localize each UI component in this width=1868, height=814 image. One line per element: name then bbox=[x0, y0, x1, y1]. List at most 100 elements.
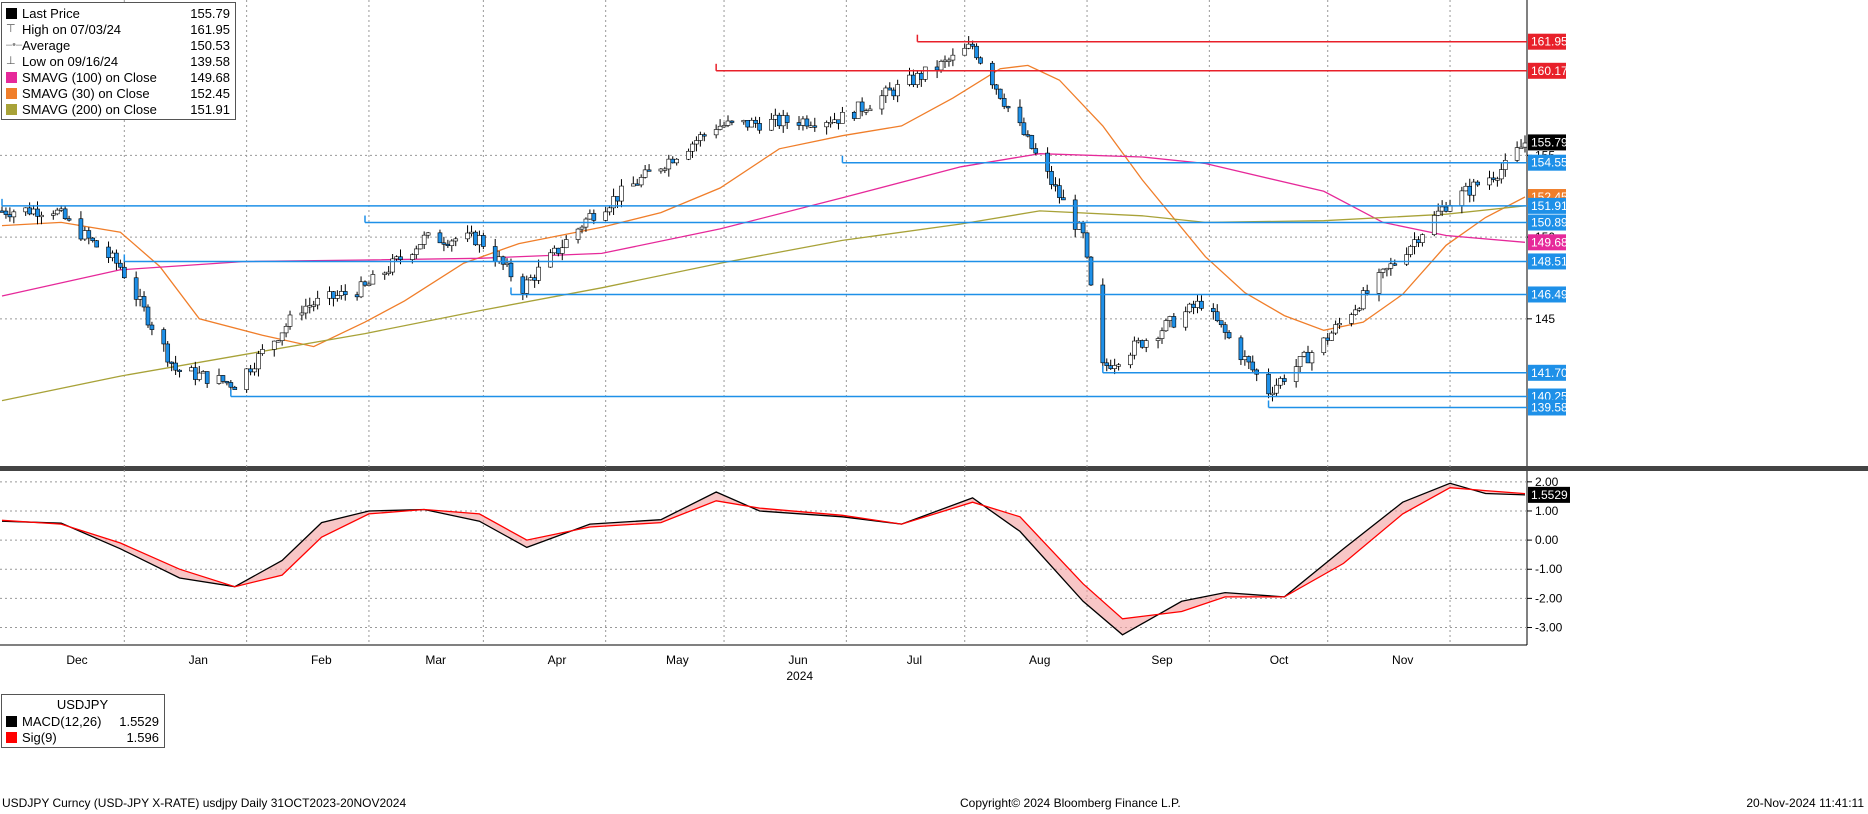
candle-body bbox=[425, 232, 431, 236]
price-tag-label: 141.70 bbox=[1531, 366, 1568, 380]
gridlines bbox=[0, 0, 1868, 646]
candle-body bbox=[721, 125, 727, 128]
candle-body bbox=[615, 196, 620, 202]
legend-value: 149.68 bbox=[190, 69, 230, 85]
candle-body bbox=[946, 59, 952, 62]
price-tag-label: 139.58 bbox=[1531, 400, 1568, 414]
candle-body bbox=[658, 168, 664, 172]
candle-body bbox=[1171, 316, 1177, 328]
candle-body bbox=[1100, 284, 1106, 364]
candle-body bbox=[993, 84, 999, 90]
candle-body bbox=[110, 252, 115, 259]
candle-body bbox=[832, 119, 837, 123]
candle-body bbox=[1364, 290, 1370, 294]
legend-value: 152.45 bbox=[190, 85, 230, 101]
candle-body bbox=[11, 211, 17, 218]
month-tick-label: Jul bbox=[907, 653, 922, 667]
candle-body bbox=[630, 183, 636, 187]
candle-body bbox=[1416, 239, 1421, 243]
macd-tick-label: -2.00 bbox=[1535, 591, 1563, 605]
candle-body bbox=[713, 129, 719, 136]
candle-body bbox=[339, 291, 344, 296]
candle-body bbox=[141, 296, 147, 308]
signal-swatch bbox=[6, 731, 17, 743]
price-tag-label: 146.49 bbox=[1531, 287, 1568, 301]
candle-body bbox=[611, 196, 616, 209]
candle-body bbox=[997, 88, 1003, 99]
candle-body bbox=[1333, 324, 1338, 334]
candle-body bbox=[587, 213, 593, 220]
candle-body bbox=[1404, 254, 1409, 265]
candle-body bbox=[1143, 340, 1149, 348]
legend-name: Average bbox=[22, 37, 71, 53]
candle-body bbox=[745, 120, 751, 128]
candle-body bbox=[1033, 148, 1039, 154]
candle-body bbox=[1278, 378, 1283, 386]
candle-body bbox=[828, 122, 833, 125]
candle-body bbox=[1502, 160, 1508, 170]
candle-body bbox=[145, 306, 151, 326]
candle-body bbox=[437, 232, 443, 244]
signal-legend-name: Sig(9) bbox=[22, 729, 57, 745]
candle-body bbox=[769, 119, 774, 131]
candle-body bbox=[974, 45, 979, 59]
candle-body bbox=[879, 95, 885, 110]
legend-swatch bbox=[6, 71, 17, 83]
macd-panel: 2.00 1.00 0.00 -1.00 -2.00 -3.00 1.5529 bbox=[0, 475, 1570, 636]
macd-line bbox=[1, 487, 1526, 620]
candle-body bbox=[966, 43, 971, 49]
candle-body bbox=[887, 87, 893, 91]
candle-body bbox=[1029, 135, 1035, 149]
candle-body bbox=[78, 218, 84, 240]
price-tag bbox=[1528, 197, 1566, 214]
candle-body bbox=[1183, 311, 1188, 328]
candle-body bbox=[256, 353, 261, 370]
candle-body bbox=[23, 207, 28, 213]
candle-body bbox=[686, 150, 691, 160]
candle-body bbox=[421, 234, 427, 245]
candle-body bbox=[749, 119, 754, 128]
candle-body bbox=[1210, 308, 1216, 313]
legend-name: High on 07/03/24 bbox=[22, 21, 122, 37]
macd-tick-label: -3.00 bbox=[1535, 621, 1563, 635]
candle-body bbox=[1108, 365, 1114, 369]
candle-body bbox=[1514, 147, 1520, 161]
candle-body bbox=[607, 207, 612, 213]
candle-body bbox=[1499, 169, 1504, 180]
candle-body bbox=[1195, 300, 1200, 308]
candle-body bbox=[773, 114, 778, 120]
price-tag bbox=[1528, 234, 1566, 251]
candle-body bbox=[1199, 300, 1204, 309]
candle-body bbox=[390, 258, 395, 273]
candle-body bbox=[271, 340, 277, 350]
macd-swatch bbox=[6, 715, 17, 727]
candle-body bbox=[520, 276, 526, 294]
candle-body bbox=[780, 115, 786, 127]
month-tick-label: Jun bbox=[788, 653, 807, 667]
candle-body bbox=[508, 262, 514, 278]
macd-tick-label: 2.00 bbox=[1535, 475, 1559, 489]
candle-body bbox=[634, 183, 640, 186]
candle-body bbox=[122, 266, 127, 279]
price-tag-label: 160.17 bbox=[1531, 64, 1568, 78]
candle-body bbox=[812, 125, 818, 128]
month-tick-label: Nov bbox=[1392, 653, 1413, 667]
price-legend: Last Price 155.79 ⊤ High on 07/03/24 161.95–… bbox=[1, 2, 236, 120]
price-tag-label: 161.95 bbox=[1531, 35, 1568, 49]
candle-body bbox=[331, 291, 336, 299]
candle-body bbox=[445, 243, 451, 247]
candle-body bbox=[398, 256, 403, 260]
legend-row: SMAVG (30) on Close 152.45 bbox=[6, 85, 230, 101]
candle-body bbox=[1112, 365, 1117, 369]
candle-body bbox=[35, 208, 40, 217]
candle-body bbox=[1005, 106, 1011, 109]
candle-body bbox=[1420, 234, 1425, 243]
candle-body bbox=[559, 247, 565, 254]
signal-legend-value: 1.596 bbox=[126, 729, 159, 745]
candle-body bbox=[1392, 263, 1398, 266]
candle-body bbox=[840, 111, 845, 124]
candle-body bbox=[394, 256, 399, 260]
candle-body bbox=[915, 73, 920, 85]
candle-body bbox=[1080, 222, 1086, 234]
candle-body bbox=[161, 329, 167, 345]
